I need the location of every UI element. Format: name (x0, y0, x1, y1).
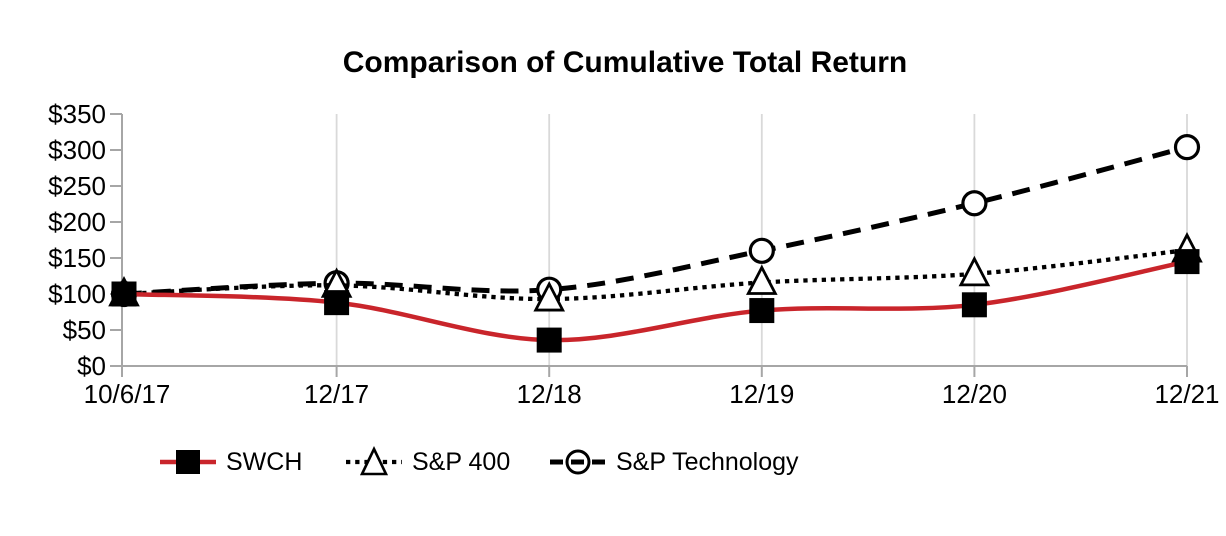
y-tick-label: $250 (48, 171, 106, 201)
x-tick-label: 10/6/17 (84, 379, 171, 409)
x-tick-label: 12/19 (729, 379, 794, 409)
swch-swatch-icon (160, 450, 216, 474)
x-tick-label: 12/18 (517, 379, 582, 409)
square-marker (111, 281, 137, 307)
y-tick-label: $300 (48, 135, 106, 165)
y-tick-label: $150 (48, 243, 106, 273)
s-p-technology-swatch-icon (550, 449, 606, 475)
circle-marker (961, 190, 988, 217)
legend-label: S&P 400 (412, 447, 511, 476)
legend-label: S&P Technology (616, 447, 799, 476)
legend-label: SWCH (226, 447, 303, 476)
legend-item-s-p-400: S&P 400 (346, 444, 510, 480)
y-tick-label: $0 (77, 351, 106, 381)
triangle-marker (533, 281, 566, 312)
circle-marker (1173, 134, 1201, 161)
x-tick-label: 12/20 (942, 379, 1007, 409)
triangle-marker (745, 264, 778, 295)
x-tick-label: 12/17 (304, 379, 369, 409)
square-marker (324, 290, 350, 316)
series-s-p-technology (110, 134, 1201, 308)
x-tick-label: 12/21 (1154, 379, 1219, 409)
swch-line (123, 259, 1188, 343)
s-p-technology-line (123, 144, 1188, 297)
y-tick-label: $350 (48, 99, 106, 129)
square-marker (961, 292, 987, 318)
square-marker (1174, 249, 1200, 275)
y-tick-label: $100 (48, 279, 106, 309)
legend-item-s-p-technology: S&P Technology (550, 444, 799, 480)
legend-item-swch: SWCH (160, 444, 302, 480)
chart-title: Comparison of Cumulative Total Return (342, 46, 908, 79)
axes: $0 $50 $100 $150 $200 $250 $300 $350 (48, 99, 1188, 381)
square-marker (749, 298, 775, 324)
y-tick-label: $50 (63, 315, 106, 345)
circle-marker (748, 237, 775, 264)
s-p-400-line (123, 247, 1188, 302)
y-tick-label: $200 (48, 207, 106, 237)
chart-legend: SWCH S&P 400 S&P Technology (0, 444, 1226, 484)
triangle-marker (958, 255, 991, 287)
circle-marker (565, 449, 591, 475)
square-marker (176, 450, 200, 474)
series-swch (111, 249, 1200, 353)
square-marker (536, 327, 562, 353)
s-p-400-swatch-icon (346, 445, 402, 476)
triangle-marker (359, 445, 389, 476)
